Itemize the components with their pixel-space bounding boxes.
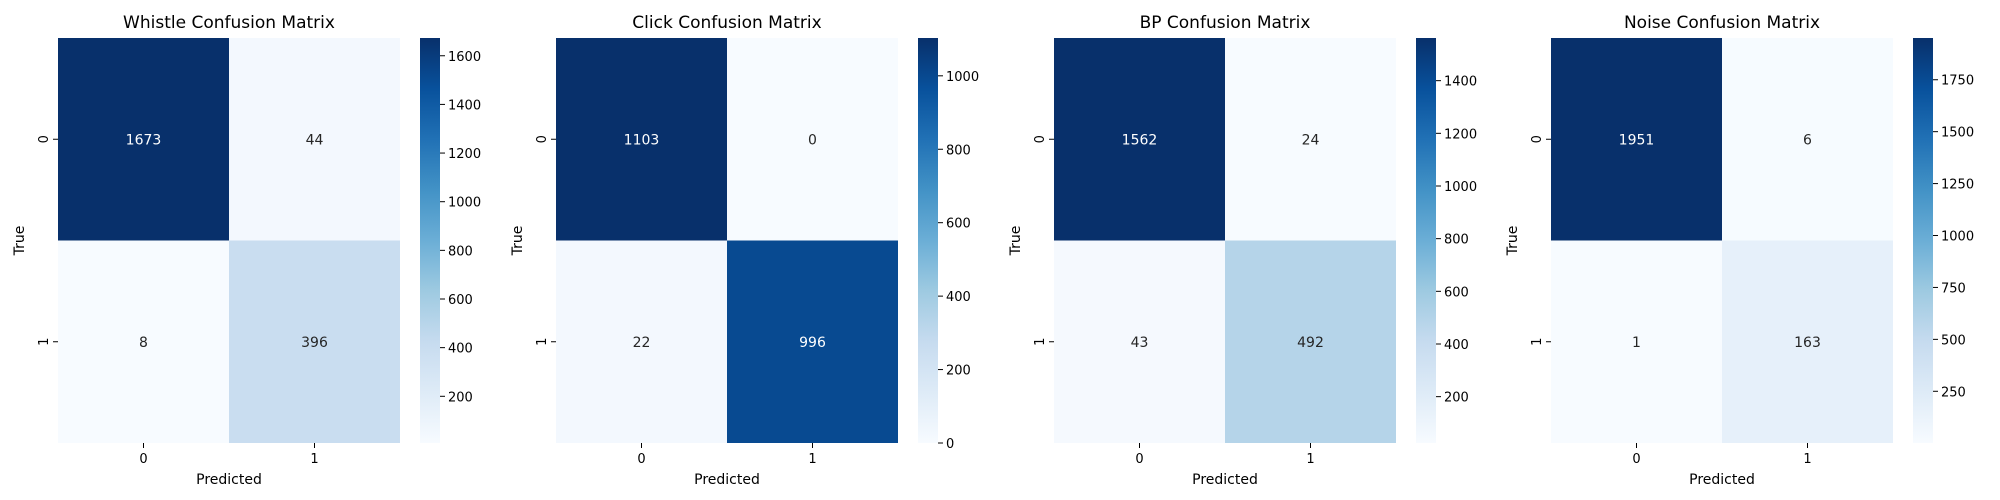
x-axis-label: Predicted	[1192, 472, 1258, 488]
colorbar-tick-label: 0	[946, 437, 954, 452]
y-axis-label: True	[510, 226, 526, 257]
heatmap-cell	[229, 240, 400, 443]
colorbar	[1913, 38, 1933, 443]
colorbar-tick-label: 200	[946, 364, 971, 379]
y-tick-label: 1	[1530, 338, 1545, 346]
colorbar	[1416, 38, 1436, 443]
colorbar-tick-label: 200	[1444, 391, 1469, 406]
cell-value-label: 0	[808, 132, 817, 148]
colorbar-tick-label: 600	[946, 217, 971, 232]
cell-value-label: 996	[799, 335, 826, 351]
x-tick-label: 1	[808, 452, 816, 467]
colorbar-tick-label: 1400	[448, 98, 481, 113]
heatmap-cell	[58, 240, 229, 443]
colorbar-tick-label: 1200	[448, 147, 481, 162]
chart-title: BP Confusion Matrix	[1140, 13, 1311, 33]
y-axis-label: True	[1505, 226, 1521, 257]
chart-title: Noise Confusion Matrix	[1624, 13, 1820, 33]
colorbar-tick-label: 250	[1941, 385, 1966, 400]
x-tick-label: 1	[1803, 452, 1811, 467]
colorbar-tick-label: 1000	[1941, 230, 1974, 245]
colorbar-tick-label: 500	[1941, 333, 1966, 348]
heatmap-cell	[229, 38, 400, 241]
y-tick-label: 1	[1033, 338, 1048, 346]
heatmap-cell	[58, 38, 229, 241]
heatmap-cell	[1054, 240, 1225, 443]
cell-value-label: 6	[1803, 132, 1812, 148]
y-axis-label: True	[1008, 226, 1024, 257]
x-axis-label: Predicted	[694, 472, 760, 488]
cell-value-label: 1673	[126, 132, 162, 148]
colorbar-tick-label: 400	[946, 290, 971, 305]
chart-title: Whistle Confusion Matrix	[123, 13, 335, 33]
heatmap-cell	[1551, 38, 1722, 241]
y-tick-label: 0	[535, 135, 550, 143]
cell-value-label: 22	[633, 335, 651, 351]
colorbar	[918, 38, 938, 443]
x-tick-label: 0	[637, 452, 645, 467]
heatmap-cell	[727, 38, 898, 241]
y-tick-label: 0	[1530, 135, 1545, 143]
x-axis-label: Predicted	[196, 472, 262, 488]
colorbar	[420, 38, 440, 443]
colorbar-tick-label: 1000	[1444, 180, 1477, 195]
cell-value-label: 396	[301, 335, 328, 351]
x-tick-label: 1	[310, 452, 318, 467]
x-axis-label: Predicted	[1689, 472, 1755, 488]
colorbar-tick-label: 600	[1444, 285, 1469, 300]
colorbar-tick-label: 400	[1444, 338, 1469, 353]
colorbar-tick-label: 800	[946, 143, 971, 158]
colorbar-tick-label: 800	[1444, 233, 1469, 248]
confusion-matrix-panel-1: Click Confusion Matrix 1103 0 22 996 0 1 0 1 Pred…	[510, 13, 979, 488]
confusion-matrix-panel-0: Whistle Confusion Matrix 1673 44 8 396 0 1 0 1 Pr…	[12, 13, 481, 488]
cell-value-label: 1951	[1619, 132, 1655, 148]
cell-value-label: 24	[1302, 132, 1320, 148]
cell-value-label: 1	[1632, 335, 1641, 351]
colorbar-tick-label: 750	[1941, 281, 1966, 296]
colorbar-tick-label: 400	[448, 342, 473, 357]
x-tick-label: 0	[1135, 452, 1143, 467]
confusion-matrix-panel-3: Noise Confusion Matrix 1951 6 1 163 0 1 0 1 Predi…	[1505, 13, 1974, 488]
cell-value-label: 44	[306, 132, 324, 148]
y-axis-label: True	[12, 226, 28, 257]
heatmap-cell	[1054, 38, 1225, 241]
heatmap-cell	[1551, 240, 1722, 443]
heatmap-cell	[1225, 38, 1396, 241]
heatmap-cell	[727, 240, 898, 443]
confusion-matrix-panel-2: BP Confusion Matrix 1562 24 43 492 0 1 0 1 Predic…	[1008, 13, 1477, 488]
colorbar-tick-label: 1750	[1941, 74, 1974, 89]
chart-title: Click Confusion Matrix	[632, 13, 821, 33]
cell-value-label: 492	[1297, 335, 1324, 351]
x-tick-label: 0	[1632, 452, 1640, 467]
heatmap-cell	[1225, 240, 1396, 443]
heatmap-cell	[1722, 38, 1893, 241]
heatmap-cell	[1722, 240, 1893, 443]
colorbar-tick-label: 1200	[1444, 127, 1477, 142]
colorbar-tick-label: 1600	[448, 50, 481, 65]
x-tick-label: 0	[139, 452, 147, 467]
colorbar-tick-label: 1500	[1941, 126, 1974, 141]
x-tick-label: 1	[1306, 452, 1314, 467]
y-tick-label: 0	[37, 135, 52, 143]
cell-value-label: 163	[1794, 335, 1821, 351]
cell-value-label: 8	[139, 335, 148, 351]
colorbar-tick-label: 1000	[946, 70, 979, 85]
y-tick-label: 0	[1033, 135, 1048, 143]
colorbar-tick-label: 1000	[448, 196, 481, 211]
colorbar-tick-label: 200	[448, 390, 473, 405]
cell-value-label: 1562	[1122, 132, 1158, 148]
cell-value-label: 43	[1131, 335, 1149, 351]
heatmap-cell	[556, 38, 727, 241]
colorbar-tick-label: 800	[448, 244, 473, 259]
y-tick-label: 1	[37, 338, 52, 346]
colorbar-tick-label: 1250	[1941, 178, 1974, 193]
y-tick-label: 1	[535, 338, 550, 346]
heatmap-cell	[556, 240, 727, 443]
colorbar-tick-label: 600	[448, 293, 473, 308]
colorbar-tick-label: 1400	[1444, 75, 1477, 90]
cell-value-label: 1103	[624, 132, 660, 148]
